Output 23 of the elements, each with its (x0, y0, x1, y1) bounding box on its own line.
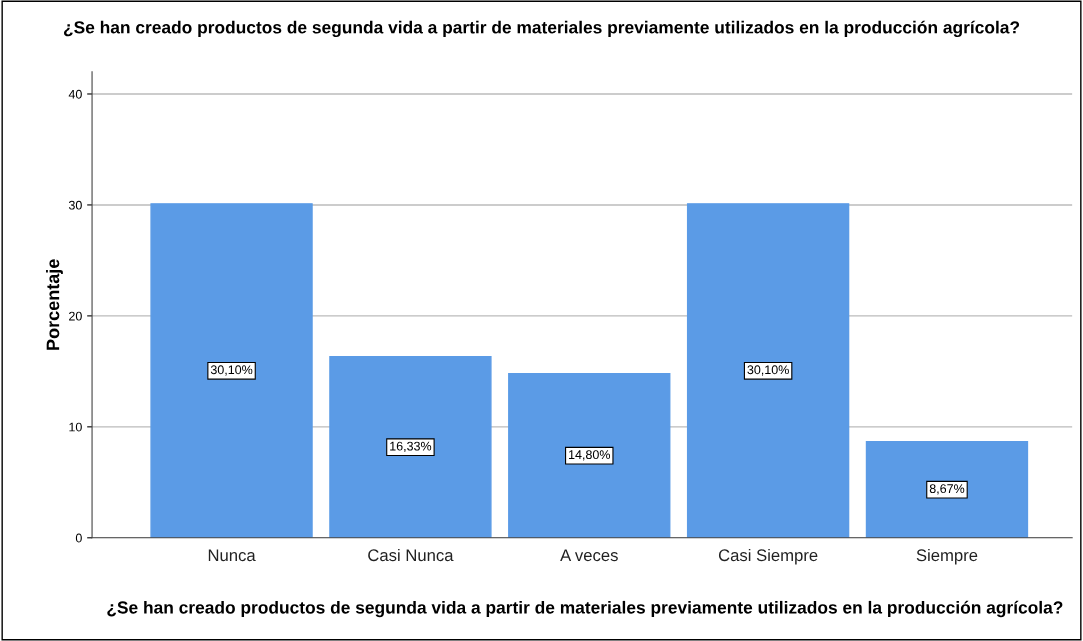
x-tick-label: Casi Nunca (368, 548, 454, 562)
bar (508, 372, 671, 538)
x-axis-title: ¿Se han creado productos de segunda vida a partir de materiales previamente utilizados en la producción agrícola? (107, 600, 1063, 618)
data-label: 30,10% (747, 365, 789, 376)
bar (329, 355, 492, 538)
y-tick-label: 10 (69, 422, 82, 432)
bar (686, 203, 850, 538)
data-label: 30,10% (210, 365, 253, 376)
data-label: 8,67% (929, 484, 965, 495)
x-tick-label: Casi Siempre (718, 548, 818, 565)
y-axis-title: Porcentaje (46, 259, 63, 350)
chart-title: ¿Se han creado productos de segunda vida a partir de materiales previamente utilizados en la producción agrícola? (63, 20, 1020, 38)
bar (150, 203, 313, 538)
y-tick-label: 30 (68, 200, 82, 210)
data-label: 14,80% (569, 450, 611, 461)
y-tick-label: 0 (75, 533, 82, 543)
x-tick-label: Nunca (208, 549, 256, 562)
data-label: 16,33% (390, 441, 432, 453)
x-tick-label: A veces (560, 549, 618, 562)
bar (865, 440, 1029, 538)
x-tick-label: Siempre (916, 548, 978, 565)
y-tick-label: 20 (69, 311, 82, 321)
y-tick-label: 40 (68, 89, 82, 99)
